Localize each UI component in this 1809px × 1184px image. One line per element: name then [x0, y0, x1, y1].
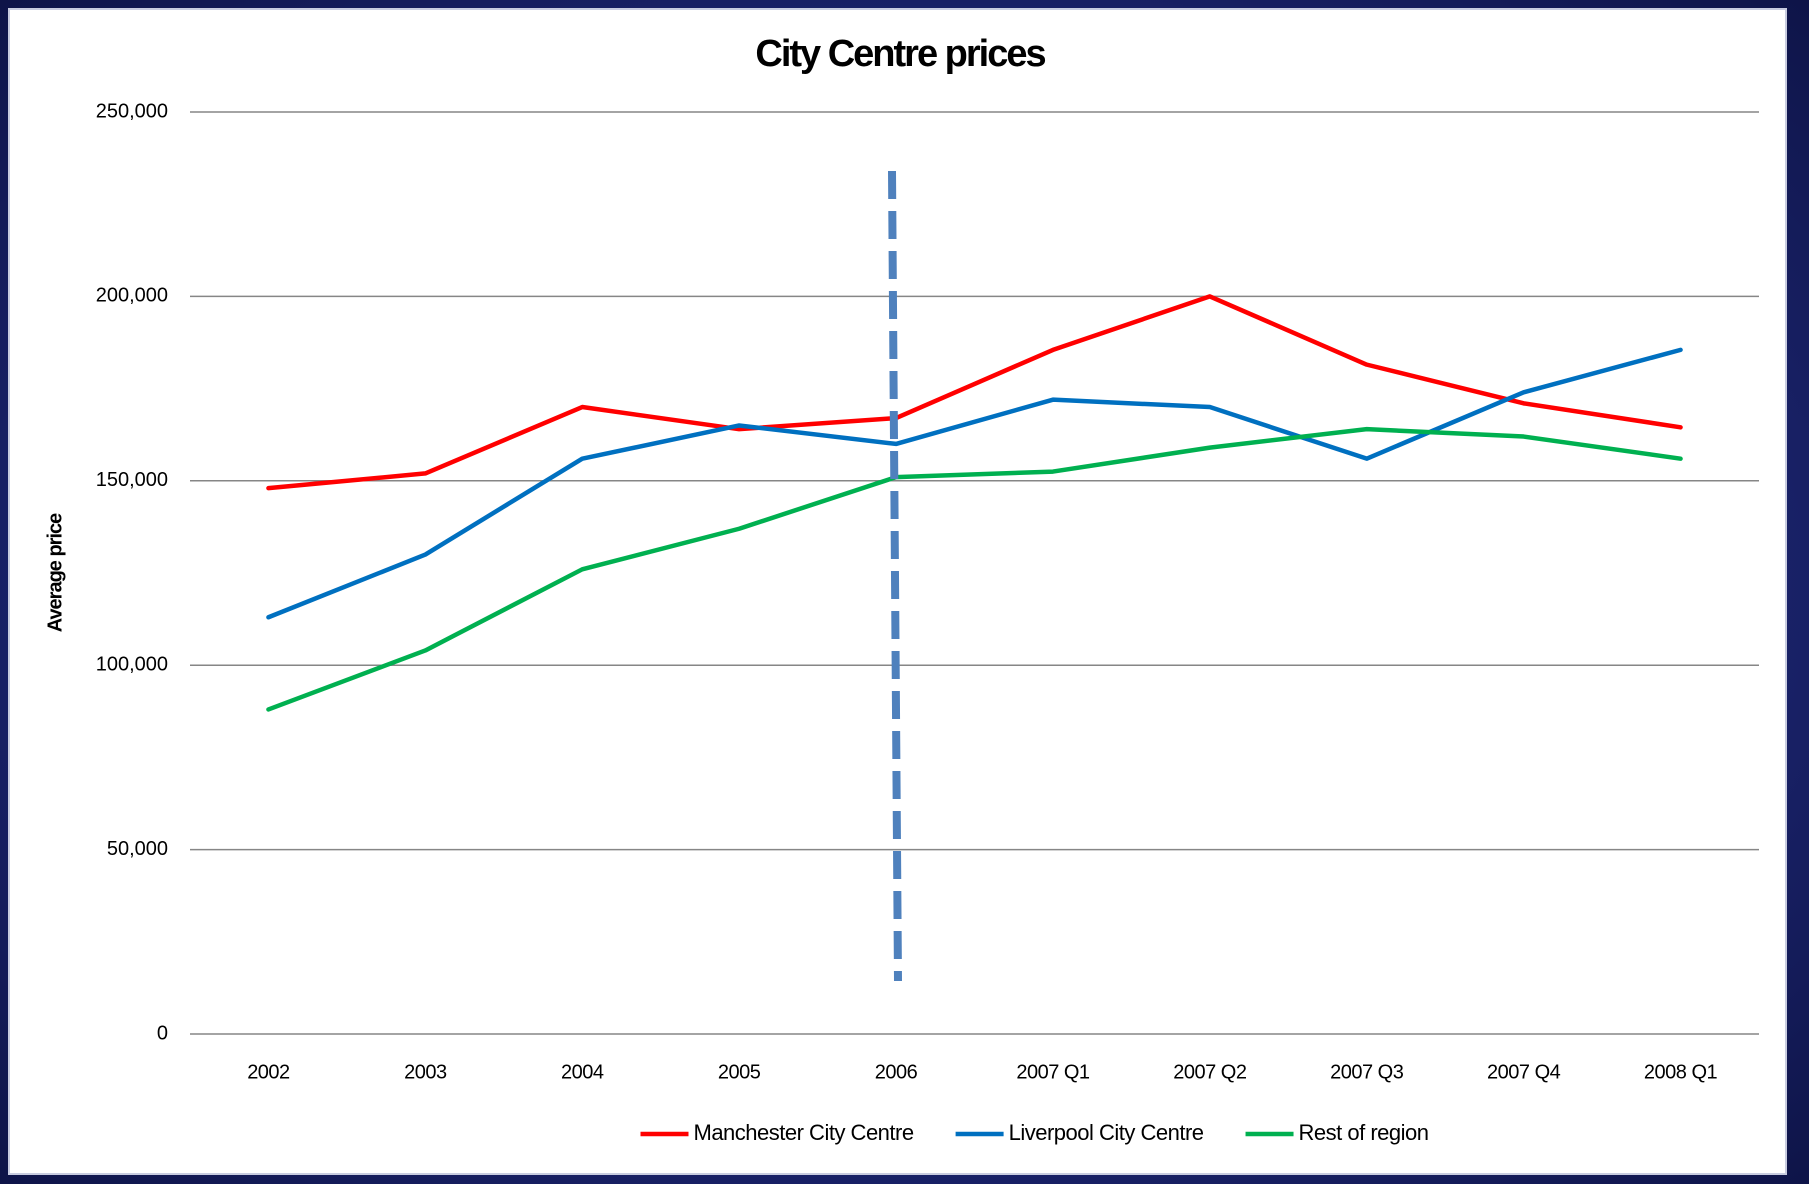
- x-tick-label: 2006: [875, 1061, 918, 1083]
- line-series: [266, 294, 1683, 491]
- legend-label: Liverpool City Centre: [1009, 1120, 1204, 1145]
- x-tick-label: 2007 Q2: [1173, 1061, 1247, 1083]
- y-tick-label: 100,000: [96, 653, 168, 675]
- y-tick-label: 50,000: [107, 838, 168, 860]
- y-axis-label: Average price: [44, 513, 66, 632]
- x-tick-label: 2003: [404, 1061, 447, 1083]
- y-tick-label: 250,000: [96, 100, 168, 122]
- y-tick-label: 0: [157, 1022, 168, 1044]
- x-tick-label: 2005: [718, 1061, 761, 1083]
- x-tick-label: 2004: [561, 1061, 604, 1083]
- x-tick-label: 2008 Q1: [1644, 1061, 1718, 1083]
- y-tick-label: 200,000: [96, 285, 168, 307]
- divider-dashed-line: [888, 170, 902, 982]
- legend-label: Rest of region: [1299, 1120, 1429, 1145]
- chart-title: City Centre prices: [755, 33, 1045, 75]
- x-tick-label: 2007 Q4: [1487, 1061, 1561, 1083]
- x-tick-label: 2002: [247, 1061, 290, 1083]
- legend: Manchester City Centre Liverpool City Cen…: [640, 1120, 1429, 1145]
- line-series: [266, 347, 1683, 620]
- legend-label: Manchester City Centre: [694, 1120, 914, 1145]
- series: [266, 294, 1683, 712]
- grid: 0 50,000 100,000 150,000 200,000 250,000 2002 2…: [96, 100, 1759, 1083]
- line-series: [266, 426, 1683, 712]
- y-tick-label: 150,000: [96, 469, 168, 491]
- x-tick-label: 2007 Q3: [1330, 1061, 1404, 1083]
- x-tick-label: 2007 Q1: [1016, 1061, 1090, 1083]
